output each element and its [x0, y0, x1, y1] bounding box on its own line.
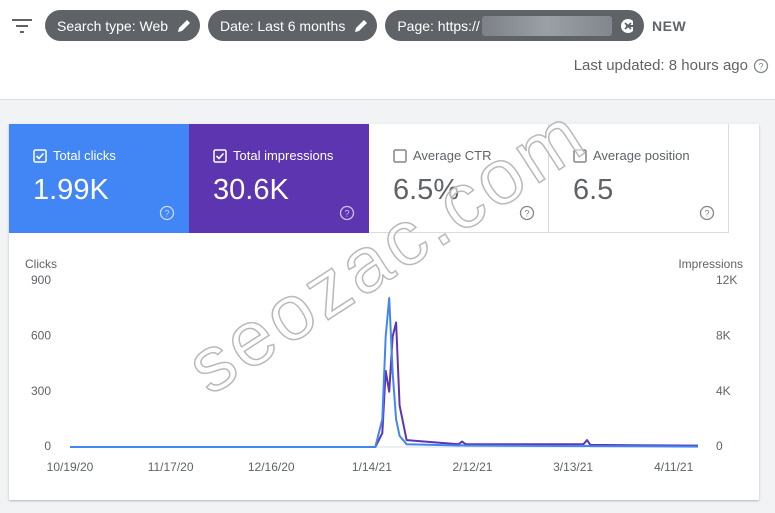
help-mark: ? [344, 209, 349, 219]
pencil [178, 19, 191, 32]
help-icon[interactable]: ? [159, 205, 175, 221]
metric-tiles: Total clicks 1.99K? Total impressions 30.6K… [9, 124, 729, 233]
help-circle [699, 205, 715, 221]
checkbox-box [393, 148, 407, 163]
metric-tile[interactable]: Average position 6.5? [549, 124, 729, 233]
checkmark [215, 152, 225, 160]
redacted-url [481, 15, 612, 36]
metric-label: Average CTR [413, 148, 492, 163]
help-mark: ? [164, 209, 169, 219]
checkbox[interactable] [393, 148, 407, 163]
x-tick-label: 10/19/20 [47, 460, 94, 474]
metric-value: 6.5% [393, 174, 460, 206]
checkmark [35, 152, 45, 160]
y2-tick-label: 12K [716, 273, 737, 287]
x-tick-label: 1/14/21 [352, 460, 392, 474]
filter-chip[interactable]: Date: Last 6 months [208, 10, 378, 41]
checkbox-box [213, 148, 227, 163]
metric-label: Average position [593, 148, 690, 163]
x-tick-label: 2/12/21 [452, 460, 492, 474]
checkbox-box [33, 148, 47, 163]
pencil [355, 19, 368, 32]
checkbox[interactable] [213, 148, 227, 163]
filter-chips: Search type: Web Date: Last 6 months Page:… [45, 10, 644, 41]
metric-tile[interactable]: Total clicks 1.99K? [9, 124, 189, 233]
help-circle [339, 205, 355, 221]
metric-value: 6.5 [573, 174, 614, 206]
performance-card: Total clicks 1.99K? Total impressions 30.6K… [9, 124, 759, 500]
metric-label-row: Average position [573, 148, 690, 163]
checkbox[interactable] [33, 148, 47, 163]
metric-label-row: Average CTR [393, 148, 492, 163]
metric-tile[interactable]: Average CTR 6.5%? [369, 124, 549, 233]
metric-label-row: Total impressions [213, 148, 333, 163]
y2-tick-label: 8K [716, 329, 731, 343]
help-circle [519, 205, 535, 221]
y-tick-label: 900 [31, 273, 51, 287]
chip-label: Date: Last 6 months [220, 17, 346, 34]
y2-tick-label: 0 [716, 439, 723, 453]
metric-label-row: Total clicks [33, 148, 116, 163]
metric-value: 30.6K [213, 174, 289, 206]
series-line [70, 297, 699, 448]
x-tick-label: 12/16/20 [248, 460, 295, 474]
new-button[interactable]: NEW [626, 14, 686, 38]
y2-axis-title: Impressions [678, 257, 743, 271]
help-mark: ? [524, 209, 529, 219]
x-tick-label: 11/17/20 [148, 460, 194, 474]
filter-icon[interactable] [12, 19, 32, 33]
help-icon[interactable]: ? [753, 58, 769, 74]
help-circle [159, 205, 175, 221]
new-label: NEW [652, 18, 687, 34]
help-mark: ? [704, 209, 709, 219]
chip-label: Page: https:// [397, 17, 480, 34]
filter-chip[interactable]: Page: https:// [385, 10, 644, 41]
filter-chip[interactable]: Search type: Web [45, 10, 201, 41]
x-tick-label: 4/11/21 [654, 460, 693, 474]
watermark: seozac.com [171, 89, 602, 411]
help-icon[interactable]: ? [699, 205, 715, 221]
help-icon[interactable]: ? [339, 205, 355, 221]
metric-label: Total clicks [53, 148, 116, 163]
metric-value: 1.99K [33, 174, 109, 206]
y2-tick-label: 4K [716, 384, 731, 398]
metric-label: Total impressions [233, 148, 334, 163]
y-axis-title: Clicks [25, 257, 57, 271]
last-updated: Last updated: 8 hours ago [573, 57, 748, 74]
toolbar: Search type: Web Date: Last 6 months Page:… [0, 0, 775, 100]
y-tick-label: 0 [44, 439, 51, 453]
edit-icon[interactable] [353, 18, 369, 34]
y-tick-label: 600 [31, 329, 51, 343]
edit-icon[interactable] [176, 18, 192, 34]
help-icon[interactable]: ? [519, 205, 535, 221]
chip-label: Search type: Web [57, 17, 169, 34]
y-tick-label: 300 [31, 384, 51, 398]
x-tick-label: 3/13/21 [553, 460, 593, 474]
checkbox[interactable] [573, 148, 587, 163]
plus-icon [626, 18, 642, 34]
svg-text:?: ? [758, 62, 763, 72]
checkbox-box [573, 148, 587, 163]
metric-tile[interactable]: Total impressions 30.6K? [189, 124, 369, 233]
